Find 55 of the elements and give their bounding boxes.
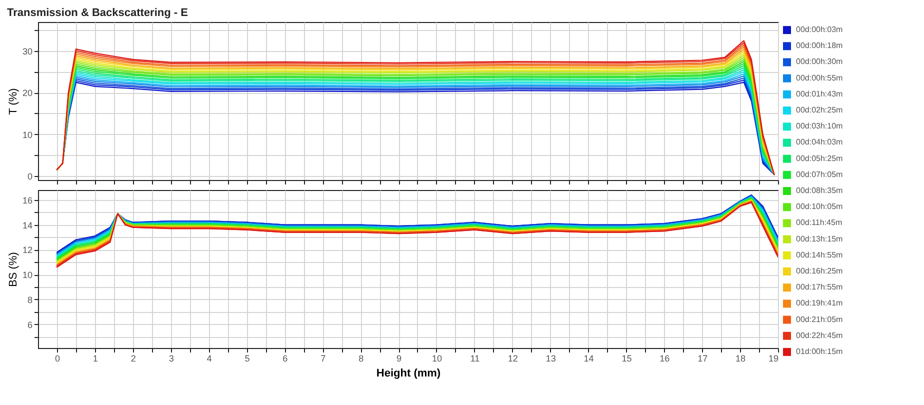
legend-label: 01d:00h:15m	[796, 346, 844, 356]
legend-label: 00d:04h:03m	[796, 138, 844, 147]
legend-label: 00d:05h:25m	[796, 154, 844, 163]
legend-label: 00d:11h:45m	[796, 218, 842, 228]
legend-label: 00d:17h:55m	[796, 282, 844, 292]
y-axis-title: BS (%)	[7, 252, 20, 287]
legend-label: 00d:08h:35m	[796, 186, 844, 195]
y-tick-label: 16	[22, 195, 32, 206]
y-tick-label: 30	[22, 46, 32, 57]
x-tick-label: 12	[508, 354, 518, 364]
y-axis-title: T (%)	[7, 88, 20, 115]
x-tick-label: 1	[92, 354, 98, 364]
y-tick-label: 20	[22, 88, 32, 98]
y-tick-label: 14	[22, 220, 32, 230]
x-tick-label: 10	[432, 354, 442, 364]
y-tick-label: 10	[22, 130, 32, 140]
x-tick-label: 19	[768, 354, 778, 364]
legend-label: 00d:22h:45m	[796, 330, 844, 340]
x-tick-label: 4	[206, 354, 212, 364]
y-tick-label: 10	[22, 270, 32, 280]
x-tick-label: 15	[622, 354, 632, 364]
x-tick-label: 2	[130, 354, 136, 364]
legend-label: 00d:16h:25m	[796, 266, 844, 276]
legend-label: 00d:14h:55m	[796, 250, 844, 260]
x-tick-label: 7	[320, 354, 326, 364]
chart-title: Transmission & Backscattering - E	[6, 7, 188, 19]
x-tick-label: 11	[470, 354, 480, 364]
legend-label: 00d:21h:05m	[796, 314, 844, 324]
x-tick-label: 18	[736, 354, 746, 364]
y-tick-label: 8	[27, 294, 32, 305]
x-tick-label: 6	[282, 354, 288, 364]
x-tick-label: 13	[546, 354, 556, 364]
legend-label: 00d:00h:30m	[796, 57, 844, 66]
x-tick-label: 16	[660, 354, 670, 364]
legend-label: 00d:03h:10m	[796, 122, 844, 131]
x-tick-label: 9	[396, 354, 402, 364]
legend-label: 00d:00h:55m	[796, 73, 844, 82]
x-tick-label: 0	[54, 354, 60, 364]
legend-label: 00d:07h:05m	[796, 170, 844, 179]
legend-label: 00d:01h:43m	[796, 89, 844, 98]
legend-label: 00d:10h:05m	[796, 202, 844, 212]
x-tick-label: 14	[584, 354, 594, 364]
y-tick-label: 6	[27, 320, 32, 330]
x-tick-label: 3	[168, 354, 174, 364]
legend-label: 00d:02h:25m	[796, 106, 844, 115]
legend-label: 00d:19h:41m	[796, 298, 844, 308]
y-tick-label: 12	[22, 245, 32, 256]
y-tick-label: 0	[27, 171, 32, 182]
x-tick-label: 5	[244, 354, 250, 364]
x-axis-title: Height (mm)	[376, 368, 441, 380]
x-tick-label: 17	[698, 354, 708, 364]
legend-label: 00d:00h:18m	[796, 41, 844, 50]
legend-label: 00d:13h:15m	[796, 234, 844, 244]
legend-label: 00d:00h:03m	[796, 25, 844, 34]
x-tick-label: 8	[358, 354, 364, 364]
